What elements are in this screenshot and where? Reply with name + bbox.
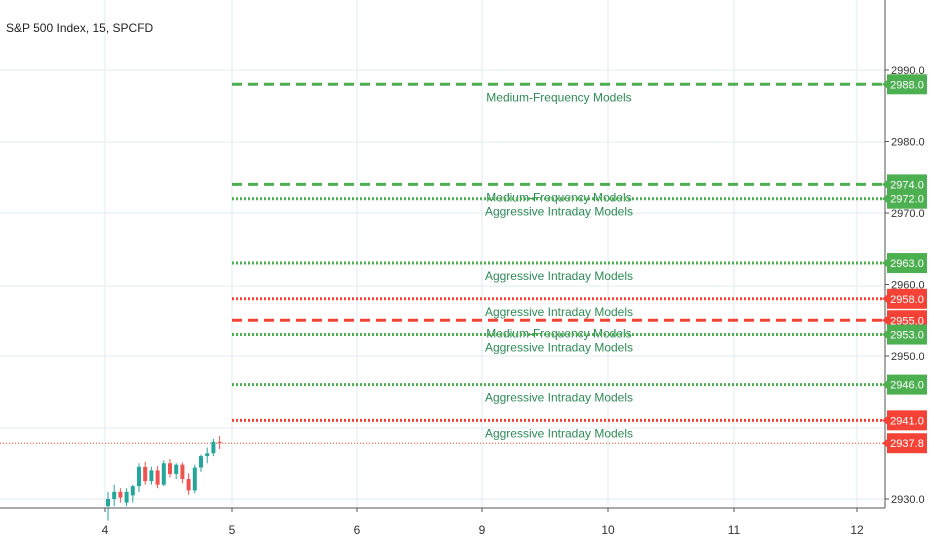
price-badge-label: 2941.0 bbox=[890, 415, 924, 427]
price-badge-arrow bbox=[882, 416, 887, 425]
price-badge-label: 2937.8 bbox=[890, 438, 924, 450]
level-label: Aggressive Intraday Models bbox=[485, 269, 633, 283]
candle-body bbox=[143, 466, 148, 482]
price-badge-arrow bbox=[882, 194, 887, 203]
price-badge-label: 2963.0 bbox=[890, 258, 924, 270]
price-badge-arrow bbox=[882, 180, 887, 189]
candle-body bbox=[130, 486, 135, 496]
price-badge-arrow bbox=[882, 80, 887, 89]
candle-body bbox=[174, 464, 179, 474]
x-tick-label: 11 bbox=[728, 523, 741, 537]
price-badge-label: 2988.0 bbox=[890, 79, 924, 91]
price-badge-arrow bbox=[882, 330, 887, 339]
candle-body bbox=[112, 491, 117, 499]
price-badge-label: 2955.0 bbox=[890, 315, 924, 327]
candle-body bbox=[106, 499, 110, 507]
candle-body bbox=[149, 470, 154, 482]
price-badge bbox=[887, 433, 927, 454]
x-tick-label: 5 bbox=[229, 523, 236, 537]
candle-body bbox=[155, 470, 160, 485]
candle-body bbox=[192, 467, 197, 491]
price-badge-arrow bbox=[882, 259, 887, 268]
candle-body bbox=[205, 453, 210, 457]
candle-body bbox=[217, 441, 222, 444]
y-tick-label: 2960.0 bbox=[891, 280, 925, 292]
chart-title: S&P 500 Index, 15, SPCFD bbox=[6, 21, 154, 35]
level-label: Aggressive Intraday Models bbox=[485, 205, 633, 219]
price-badge-label: 2974.0 bbox=[890, 179, 924, 191]
y-tick-label: 2980.0 bbox=[891, 137, 925, 149]
level-label: Aggressive Intraday Models bbox=[485, 305, 633, 319]
candle-body bbox=[211, 441, 216, 454]
price-badge-arrow bbox=[882, 316, 887, 325]
x-tick-label: 6 bbox=[354, 523, 361, 537]
candle-body bbox=[161, 463, 166, 485]
candle-body bbox=[118, 491, 123, 498]
price-badge-arrow bbox=[882, 439, 887, 448]
y-tick-label: 2930.0 bbox=[891, 494, 925, 506]
level-label: Aggressive Intraday Models bbox=[485, 426, 633, 440]
candle-body bbox=[168, 463, 172, 474]
price-badge-label: 2958.0 bbox=[890, 294, 924, 306]
price-badge bbox=[887, 74, 927, 95]
y-tick-label: 2970.0 bbox=[891, 208, 925, 220]
price-badge bbox=[887, 188, 927, 209]
price-badge-label: 2946.0 bbox=[890, 380, 924, 392]
level-label: Medium-Frequency Models bbox=[486, 90, 631, 104]
price-badge bbox=[887, 253, 927, 274]
level-label: Aggressive Intraday Models bbox=[485, 341, 633, 355]
x-tick-label: 10 bbox=[601, 523, 615, 537]
candle-body bbox=[186, 478, 191, 491]
candle-body bbox=[124, 491, 129, 503]
x-tick-label: 12 bbox=[850, 523, 864, 537]
level-label: Medium-Frequency Models bbox=[486, 326, 631, 340]
price-badge-arrow bbox=[882, 380, 887, 389]
price-badge-label: 2972.0 bbox=[890, 194, 924, 206]
level-label: Medium-Frequency Models bbox=[486, 190, 631, 204]
candle-body bbox=[199, 456, 203, 468]
level-label: Aggressive Intraday Models bbox=[485, 391, 633, 405]
price-badge-arrow bbox=[882, 294, 887, 303]
x-tick-label: 4 bbox=[102, 523, 109, 537]
price-badge-label: 2953.0 bbox=[890, 330, 924, 342]
price-badge bbox=[887, 410, 927, 431]
price-badge bbox=[887, 324, 927, 345]
price-badge bbox=[887, 374, 927, 395]
candle-body bbox=[180, 464, 185, 479]
x-tick-label: 9 bbox=[479, 523, 486, 537]
y-tick-label: 2990.0 bbox=[891, 65, 925, 77]
y-tick-label: 2950.0 bbox=[891, 351, 925, 363]
candle-body bbox=[137, 466, 141, 487]
price-badge bbox=[887, 288, 927, 309]
